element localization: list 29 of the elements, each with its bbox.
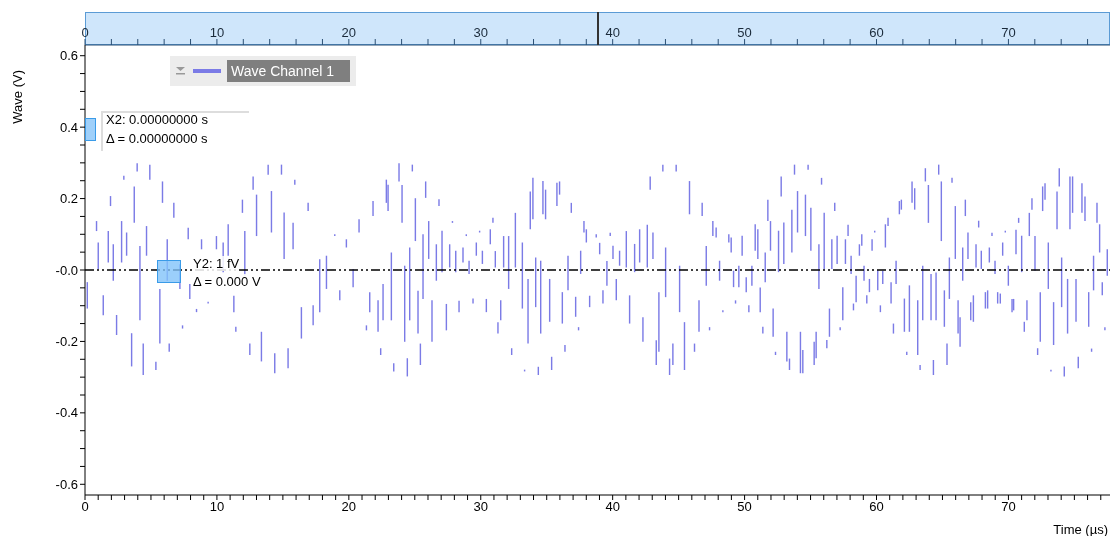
y-tick-label: -0.4 [55,405,78,421]
x-tick-label: 30 [473,499,488,515]
y-tick-label: -0.2 [55,334,78,350]
annotation: Δ = 0.00000000 s [106,131,208,146]
annotation: Δ = 0.000 V [193,274,261,289]
y-axis-title: Wave (V) [10,70,25,124]
y-tick-label: 0.4 [59,119,78,135]
x2-tick-label: 30 [473,25,488,40]
x2-tick-label: 60 [869,25,884,40]
annotation: X2: 0.00000000 s [106,112,208,127]
y-tick-label: -0.0 [55,262,78,278]
y-tick-label: 0.2 [59,191,78,207]
x2-tick-label: 10 [209,25,225,40]
x-axis-title: Time (µs) [1053,522,1108,536]
x-tick-label: 70 [1001,499,1016,515]
x2-tick-label: 40 [605,25,620,40]
y-tick-label: -0.6 [55,476,78,492]
x-tick-label: 0 [81,499,89,515]
x2-tick-label: 50 [737,25,752,40]
x-tick-label: 50 [737,499,752,515]
x2-tick-label: 20 [341,25,357,40]
x-tick-label: 40 [605,499,620,515]
x-tick-label: 20 [341,499,357,515]
legend-label: Wave Channel 1 [227,60,350,82]
x-tick-label: 10 [209,499,225,515]
y-tick-label: 0.6 [59,48,78,64]
x-tick-label: 60 [869,499,884,515]
x2-tick-label: 70 [1001,25,1016,40]
annotation: Y2: 1 fV [193,256,240,271]
